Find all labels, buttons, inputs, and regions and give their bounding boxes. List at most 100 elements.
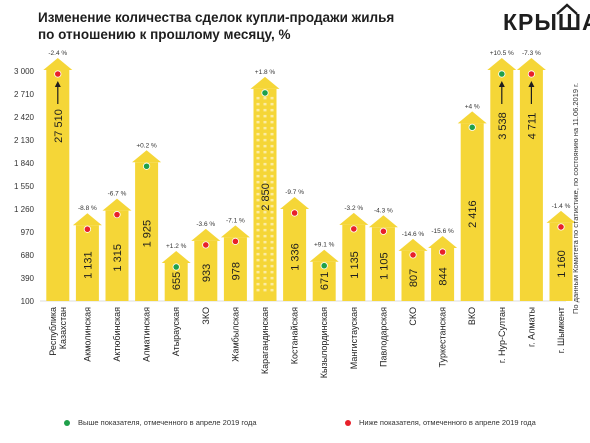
value-label: 2 850: [260, 183, 272, 211]
bar: [105, 210, 129, 301]
title-line-1: Изменение количества сделок купли-продаж…: [38, 10, 395, 25]
window: [270, 186, 274, 190]
window: [270, 222, 274, 226]
window: [270, 264, 274, 268]
value-label: 655: [171, 272, 183, 290]
change-label: -6.7 %: [108, 191, 127, 198]
status-marker: [409, 251, 417, 259]
bar: [312, 261, 336, 301]
window: [270, 246, 274, 250]
window: [270, 168, 274, 172]
value-label: 27 510: [53, 109, 65, 143]
y-tick-label: 100: [21, 297, 35, 306]
window: [256, 150, 260, 154]
y-tick-label: 1 550: [14, 182, 35, 191]
window: [263, 126, 267, 130]
window: [256, 114, 260, 118]
bar-arrow: [309, 249, 339, 262]
window: [256, 204, 260, 208]
status-marker: [498, 70, 506, 78]
bar: [135, 162, 159, 301]
window: [256, 138, 260, 142]
category-label: Павлодарская: [378, 307, 388, 367]
change-label: +0.2 %: [136, 142, 157, 149]
window: [270, 132, 274, 136]
change-label: -14.6 %: [402, 231, 425, 238]
category-label: Алматинская: [142, 307, 152, 362]
window: [263, 168, 267, 172]
window: [256, 120, 260, 124]
value-label: 3 538: [497, 112, 509, 140]
change-label: -7.3 %: [522, 50, 541, 57]
status-marker: [557, 223, 565, 231]
window: [263, 264, 267, 268]
value-label: 4 711: [526, 113, 538, 140]
bar-arrow: [280, 196, 310, 209]
y-tick-label: 390: [21, 274, 35, 283]
window: [256, 282, 260, 286]
window: [270, 282, 274, 286]
category-label: Костанайская: [290, 307, 300, 364]
window: [256, 168, 260, 172]
status-marker: [83, 225, 92, 233]
window: [256, 240, 260, 244]
bar: [283, 208, 307, 301]
window: [256, 210, 260, 214]
bar-arrow: [516, 58, 546, 70]
category-label: СКО: [408, 307, 418, 326]
status-marker: [231, 237, 239, 245]
change-label: -1.4 %: [552, 203, 571, 210]
category-label: Туркестанская: [438, 307, 448, 368]
category-label: г. Алматы: [526, 307, 536, 347]
bar: [164, 262, 188, 301]
bar: [46, 70, 70, 301]
window: [263, 204, 267, 208]
change-label: -3.2 %: [344, 205, 363, 212]
bar-arrow: [457, 111, 487, 124]
window: [270, 102, 274, 106]
y-tick-label: 3 000: [14, 67, 35, 76]
window: [263, 108, 267, 112]
window: [270, 126, 274, 130]
bar-arrow: [398, 238, 428, 251]
source-note: По данным Комитета по статистике, по сос…: [571, 82, 580, 314]
window: [270, 120, 274, 124]
window: [270, 174, 274, 178]
window: [270, 114, 274, 118]
status-marker: [438, 248, 447, 256]
bar-arrow: [368, 215, 398, 228]
window: [256, 102, 260, 106]
change-label: +1.2 %: [166, 243, 187, 250]
status-marker: [261, 89, 269, 97]
window: [256, 228, 260, 232]
bar-arrow: [43, 58, 73, 70]
window: [256, 186, 260, 190]
value-label: 807: [408, 269, 420, 287]
window: [256, 174, 260, 178]
window: [263, 156, 267, 160]
value-label: 2 416: [467, 200, 479, 228]
window: [263, 246, 267, 250]
window: [263, 216, 267, 220]
bar: [519, 70, 543, 301]
status-marker: [290, 209, 299, 217]
window: [270, 228, 274, 232]
bar: [401, 250, 425, 301]
window: [256, 264, 260, 268]
category-label: Жамбылская: [230, 307, 240, 362]
window: [270, 138, 274, 142]
window: [263, 138, 267, 142]
window: [270, 288, 274, 292]
status-marker: [54, 70, 62, 78]
window: [270, 96, 274, 100]
bar-arrow: [132, 150, 162, 163]
status-marker: [350, 225, 358, 233]
window: [256, 246, 260, 250]
bar: [223, 237, 247, 301]
value-label: 671: [319, 272, 331, 290]
status-marker: [202, 241, 210, 249]
y-tick-label: 2 710: [14, 90, 35, 99]
status-marker: [527, 70, 536, 78]
change-label: -3.6 %: [196, 221, 215, 228]
